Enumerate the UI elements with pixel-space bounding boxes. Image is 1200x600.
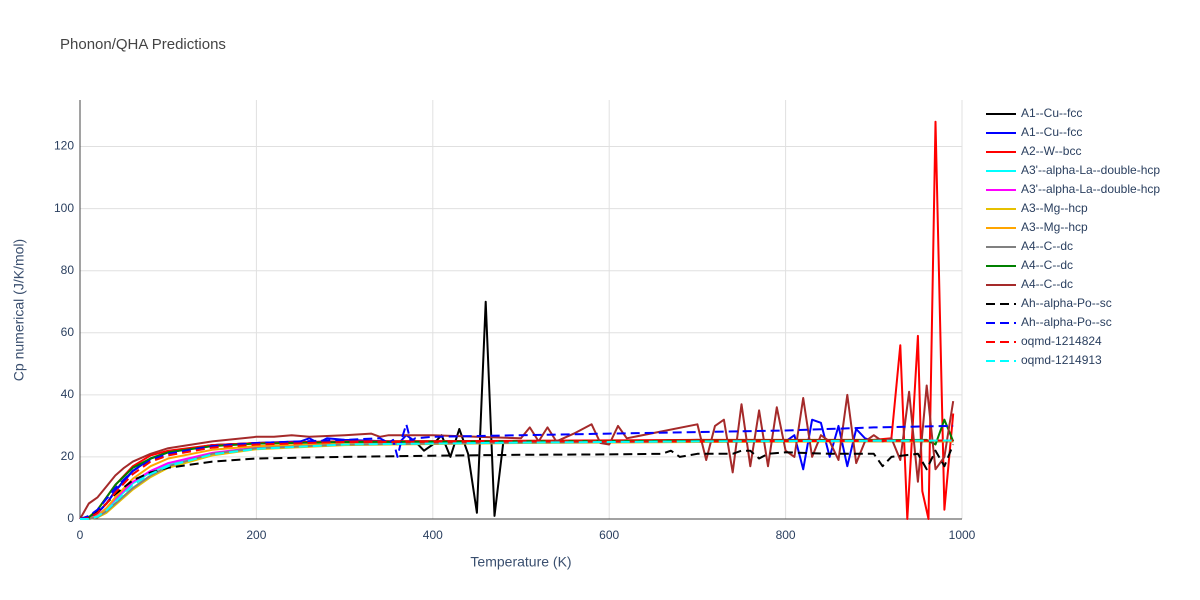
x-tick-label: 600: [599, 528, 619, 542]
legend-label: A1--Cu--fcc: [1021, 106, 1082, 120]
y-tick-label: 0: [67, 511, 74, 525]
legend-label: A3'--alpha-La--double-hcp: [1021, 182, 1160, 196]
series-line: [79, 439, 954, 520]
y-tick-label: 40: [61, 387, 75, 401]
legend-label: A4--C--dc: [1021, 239, 1073, 253]
legend-label: A4--C--dc: [1021, 277, 1073, 291]
series-line: [79, 423, 954, 520]
x-tick-label: 1000: [949, 528, 976, 542]
legend-label: A1--Cu--fcc: [1021, 125, 1082, 139]
plot-area: [79, 120, 955, 520]
series-line: [79, 418, 954, 520]
legend-label: oqmd-1214824: [1021, 334, 1102, 348]
y-axis-title: Cp numerical (J/K/mol): [11, 239, 27, 381]
series-line: [80, 439, 954, 520]
x-axis-title: Temperature (K): [470, 554, 571, 570]
x-tick-label: 0: [77, 528, 84, 542]
y-tick-label: 100: [54, 201, 74, 215]
legend: A1--Cu--fcc A1--Cu--fcc A2--W--bcc A3'--alp…: [986, 106, 1160, 367]
series-line: [79, 418, 955, 520]
legend-label: A4--C--dc: [1021, 258, 1073, 272]
y-tick-label: 120: [54, 139, 74, 153]
y-tick-label: 80: [61, 263, 75, 277]
grid: 0 20 40 60 80 100 120 0 200 400 600 800 1000: [54, 100, 976, 542]
legend-label: Ah--alpha-Po--sc: [1021, 315, 1112, 329]
legend-label: A3'--alpha-La--double-hcp: [1021, 163, 1160, 177]
legend-label: A3--Mg--hcp: [1021, 201, 1088, 215]
y-tick-label: 60: [61, 325, 75, 339]
x-tick-label: 800: [776, 528, 796, 542]
series-line: [79, 300, 954, 520]
series-line: [79, 444, 955, 520]
x-tick-label: 200: [246, 528, 266, 542]
legend-label: A2--W--bcc: [1021, 144, 1081, 158]
legend-label: A3--Mg--hcp: [1021, 220, 1088, 234]
x-tick-label: 400: [423, 528, 443, 542]
legend-label: Ah--alpha-Po--sc: [1021, 296, 1112, 310]
series-line: [79, 120, 955, 520]
legend-label: oqmd-1214913: [1021, 353, 1102, 367]
y-tick-label: 20: [61, 449, 75, 463]
chart-title: Phonon/QHA Predictions: [60, 36, 226, 53]
